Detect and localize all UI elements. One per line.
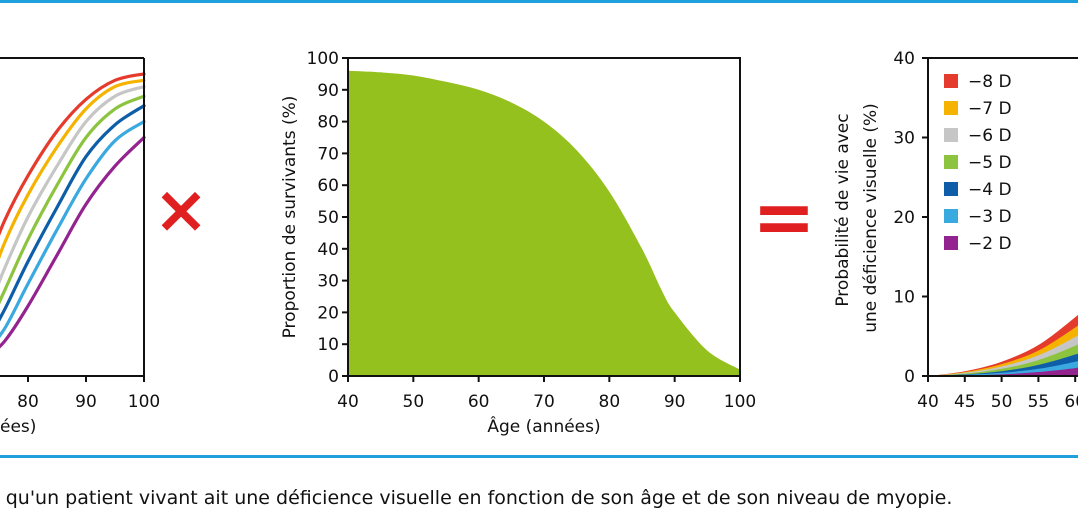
chart-left-incidence: 80 90 100 ées) — [0, 57, 160, 437]
middle-y-tick-label-70: 70 — [317, 144, 339, 164]
middle-y-tick-label-50: 50 — [317, 208, 339, 228]
legend-label-7: −2 D — [968, 234, 1012, 254]
chart-middle-survival: 0 10 20 30 40 50 60 70 80 90 100 40 50 60 70 80 90 100 Âge… — [280, 49, 756, 437]
middle-y-tick-label-40: 40 — [317, 240, 339, 260]
left-x-tick-label-90: 90 — [75, 392, 97, 412]
legend-label-2: −7 D — [968, 99, 1012, 119]
middle-y-tick-label-90: 90 — [317, 81, 339, 101]
middle-y-tick-label-60: 60 — [317, 176, 339, 196]
middle-x-tick-label-60: 60 — [468, 392, 490, 412]
legend-swatch-1 — [944, 74, 958, 88]
equals-operator: = — [752, 172, 816, 261]
left-curve-2 — [0, 78, 146, 260]
legend-swatch-3 — [944, 128, 958, 142]
legend-label-3: −6 D — [968, 126, 1012, 146]
middle-x-tick-label-90: 90 — [664, 392, 686, 412]
middle-y-tick-label-10: 10 — [317, 335, 339, 355]
right-y-tick-label-0: 0 — [904, 367, 915, 387]
legend-swatch-4 — [944, 155, 958, 169]
right-y-axis-title-line-2: une déficience visuelle (%) — [861, 103, 881, 332]
legend-label-4: −5 D — [968, 153, 1012, 173]
middle-x-tick-label-70: 70 — [533, 392, 555, 412]
right-y-tick-label-40: 40 — [893, 49, 915, 69]
middle-y-tick-label-0: 0 — [328, 367, 339, 387]
legend-swatch-6 — [944, 209, 958, 223]
right-y-axis-title-line-1: Probabilité de vie avec — [833, 113, 853, 306]
multiply-sign: × — [153, 171, 208, 248]
right-area-7 — [928, 367, 1078, 376]
right-x-tick-label-50: 50 — [991, 392, 1013, 412]
legend-swatch-2 — [944, 101, 958, 115]
middle-y-tick-label-80: 80 — [317, 113, 339, 133]
right-x-tick-label-60: 60 — [1064, 392, 1078, 412]
left-x-tick-label-100: 100 — [128, 392, 160, 412]
legend-swatch-5 — [944, 182, 958, 196]
equals-sign: = — [752, 172, 816, 261]
middle-x-axis-title: Âge (années) — [487, 415, 600, 437]
middle-x-tick-label-40: 40 — [337, 392, 359, 412]
chart-right-probability: 0 10 20 30 40 40 45 50 55 60 Probabilité de vie av… — [833, 49, 1078, 412]
left-curve-6 — [0, 120, 146, 339]
middle-y-tick-label-100: 100 — [307, 49, 339, 69]
middle-x-tick-label-80: 80 — [599, 392, 621, 412]
legend-label-6: −3 D — [968, 207, 1012, 227]
middle-y-tick-label-20: 20 — [317, 303, 339, 323]
multiply-operator: × — [153, 171, 208, 248]
survival-area — [348, 70, 740, 376]
left-curve-7 — [0, 135, 146, 349]
legend-label-1: −8 D — [968, 72, 1012, 92]
middle-y-axis-title: Proportion de survivants (%) — [280, 96, 300, 339]
middle-x-tick-label-50: 50 — [403, 392, 425, 412]
top-rule — [0, 0, 1078, 3]
right-y-tick-label-10: 10 — [893, 288, 915, 308]
left-curve-5 — [0, 104, 146, 322]
middle-y-tick-label-30: 30 — [317, 272, 339, 292]
left-x-tick-label-80: 80 — [17, 392, 39, 412]
right-x-tick-label-55: 55 — [1028, 392, 1050, 412]
right-x-tick-label-45: 45 — [954, 392, 976, 412]
left-curve-4 — [0, 94, 146, 305]
right-y-tick-label-30: 30 — [893, 129, 915, 149]
figure-caption: lité qu'un patient vivant ait une défici… — [0, 487, 953, 509]
middle-x-tick-label-100: 100 — [724, 392, 756, 412]
left-x-axis-title: ées) — [0, 417, 36, 437]
bottom-rule — [0, 455, 1078, 458]
legend-swatch-7 — [944, 236, 958, 250]
legend-label-5: −4 D — [968, 180, 1012, 200]
left-curve-1 — [0, 72, 146, 236]
left-curve-3 — [0, 85, 146, 284]
right-y-tick-label-20: 20 — [893, 208, 915, 228]
right-x-tick-label-40: 40 — [917, 392, 939, 412]
